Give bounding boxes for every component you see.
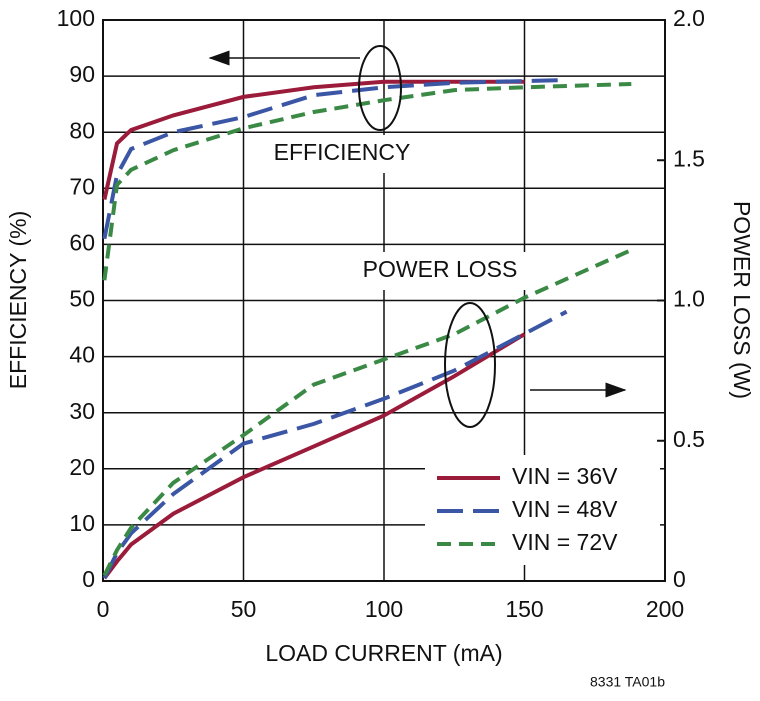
y-tick-label: 50 (69, 286, 95, 312)
efficiency-line (102, 78, 567, 240)
y2-tick-label: 2.0 (673, 5, 705, 31)
power_loss-line (102, 309, 568, 580)
power_loss-line (102, 248, 633, 577)
y-tick-label: 0 (82, 566, 95, 592)
label-mask (350, 252, 530, 290)
x-tick-label: 0 (97, 596, 110, 622)
annotation: EFFICIENCY (274, 139, 411, 165)
efficiency-line (102, 82, 632, 281)
legend-label: VIN = 48V (512, 496, 618, 522)
y2-axis-label: POWER LOSS (W) (729, 201, 755, 399)
legend-box (425, 455, 660, 565)
x-axis-label: LOAD CURRENT (mA) (265, 640, 502, 666)
y-tick-label: 100 (57, 5, 95, 31)
y-tick-label: 10 (69, 510, 95, 536)
efficiency-line (102, 79, 525, 200)
legend-label: VIN = 72V (512, 529, 618, 555)
y-tick-label: 80 (69, 117, 95, 143)
x-tick-label: 200 (646, 596, 684, 622)
x-tick-label: 150 (505, 596, 543, 622)
label-mask (265, 135, 420, 173)
y2-tick-label: 1.0 (673, 286, 705, 312)
y-axis-label: EFFICIENCY (%) (5, 211, 31, 389)
loss-ellipse (444, 302, 496, 428)
footnote: 8331 TA01b (590, 674, 665, 690)
power_loss-line (102, 332, 526, 580)
efficiency-ellipse (358, 45, 402, 131)
y-tick-label: 90 (69, 61, 95, 87)
y2-tick-label: 0.5 (673, 426, 705, 452)
y-tick-label: 60 (69, 229, 95, 255)
y-tick-label: 40 (69, 342, 95, 368)
y2-tick-label: 1.5 (673, 145, 705, 171)
y-tick-label: 70 (69, 173, 95, 199)
annotation: POWER LOSS (363, 256, 518, 282)
legend-label: VIN = 36V (512, 463, 618, 489)
y-tick-label: 20 (69, 454, 95, 480)
x-tick-label: 50 (231, 596, 257, 622)
x-tick-label: 100 (365, 596, 403, 622)
y2-tick-label: 0 (673, 566, 686, 592)
y-tick-label: 30 (69, 398, 95, 424)
